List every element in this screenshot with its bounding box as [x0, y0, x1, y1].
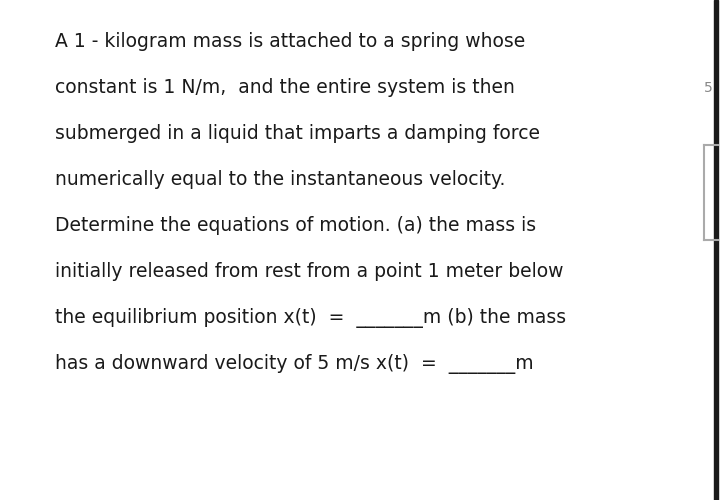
Text: submerged in a liquid that imparts a damping force: submerged in a liquid that imparts a dam… [55, 124, 540, 143]
Text: initially released from rest from a point 1 meter below: initially released from rest from a poin… [55, 262, 564, 281]
Text: the equilibrium position x(t)  =  _______m (b) the mass: the equilibrium position x(t) = _______m… [55, 308, 566, 328]
Text: numerically equal to the instantaneous velocity.: numerically equal to the instantaneous v… [55, 170, 505, 189]
Text: has a downward velocity of 5 m/s x(t)  =  _______m: has a downward velocity of 5 m/s x(t) = … [55, 354, 534, 374]
Text: constant is 1 N/m,  and the entire system is then: constant is 1 N/m, and the entire system… [55, 78, 515, 97]
Text: A 1 - kilogram mass is attached to a spring whose: A 1 - kilogram mass is attached to a spr… [55, 32, 526, 51]
Text: Determine the equations of motion. (a) the mass is: Determine the equations of motion. (a) t… [55, 216, 536, 235]
Text: 5: 5 [703, 81, 712, 95]
Bar [714, 0, 718, 500]
